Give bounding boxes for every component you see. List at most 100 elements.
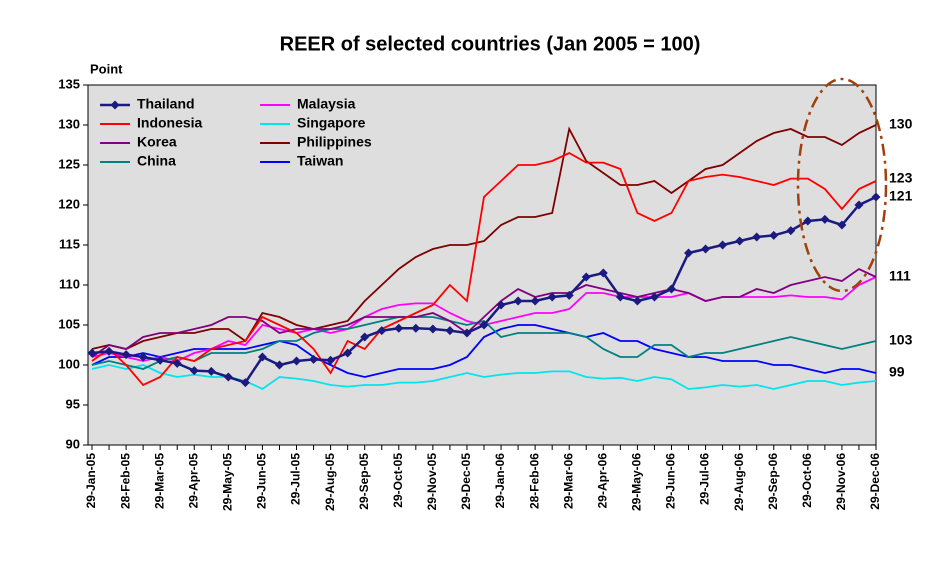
x-tick-label: 29-Apr-06 <box>595 453 609 509</box>
series-line <box>91 124 877 350</box>
legend-label: Korea <box>137 134 177 150</box>
point-marker <box>138 352 148 362</box>
point-marker <box>666 284 676 294</box>
point-marker <box>803 216 813 226</box>
point-marker <box>752 232 762 242</box>
point-marker <box>479 320 489 330</box>
point-marker <box>837 220 847 230</box>
point-marker <box>411 323 421 333</box>
point-marker <box>377 326 387 336</box>
end-label: 123 <box>889 169 913 185</box>
y-tick-label: 135 <box>58 76 80 91</box>
point-marker <box>206 366 216 376</box>
point-marker <box>564 290 574 300</box>
x-tick-label: 28-Feb-05 <box>118 453 132 509</box>
chart-title: REER of selected countries (Jan 2005 = 1… <box>280 33 701 55</box>
series-line <box>91 324 877 378</box>
legend-marker <box>110 100 120 110</box>
x-tick-label: 29-Apr-05 <box>186 453 200 509</box>
point-marker <box>326 355 336 365</box>
point-marker <box>615 292 625 302</box>
x-tick-label: 29-May-06 <box>630 453 644 511</box>
x-tick-label: 28-Feb-06 <box>527 453 541 509</box>
x-tick-label: 29-Aug-06 <box>732 453 746 511</box>
legend-label: Indonesia <box>137 115 203 131</box>
plot <box>87 124 881 391</box>
y-tick-label: 120 <box>58 196 80 211</box>
point-marker <box>769 230 779 240</box>
point-marker <box>343 348 353 358</box>
end-label: 130 <box>889 116 913 132</box>
y-tick-label: 100 <box>58 356 80 371</box>
x-tick-label: 29-Jul-05 <box>289 453 303 505</box>
x-tick-label: 29-Sep-06 <box>766 453 780 510</box>
point-marker <box>257 352 267 362</box>
point-marker <box>121 350 131 360</box>
legend-label: China <box>137 153 176 169</box>
point-marker <box>360 332 370 342</box>
point-marker <box>155 355 165 365</box>
x-tick-label: 29-Oct-05 <box>391 453 405 508</box>
end-label: 99 <box>889 364 905 380</box>
y-tick-label: 125 <box>58 156 80 171</box>
x-tick-label: 29-Sep-05 <box>357 453 371 510</box>
legend-label: Malaysia <box>297 96 356 112</box>
x-tick-label: 29-Mar-05 <box>152 453 166 509</box>
point-marker <box>684 248 694 258</box>
x-tick-label: 29-Jan-05 <box>84 453 98 509</box>
point-marker <box>240 378 250 388</box>
series-line <box>91 267 877 358</box>
point-marker <box>547 292 557 302</box>
y-tick-label: 105 <box>58 316 80 331</box>
x-tick-label: 29-Jun-05 <box>255 453 269 509</box>
y-tick-label: 115 <box>59 236 80 251</box>
highlight-ellipse <box>796 77 888 293</box>
point-marker <box>189 366 199 376</box>
point-marker <box>718 240 728 250</box>
point-marker <box>598 268 608 278</box>
x-tick-label: 29-Aug-05 <box>323 453 337 511</box>
point-marker <box>871 192 881 202</box>
point-marker <box>649 292 659 302</box>
point-marker <box>513 296 523 306</box>
x-tick-label: 29-Mar-06 <box>561 453 575 509</box>
y-tick-label: 130 <box>58 116 80 131</box>
point-marker <box>496 300 506 310</box>
end-label: 111 <box>889 268 911 284</box>
y-tick-label: 95 <box>66 396 80 411</box>
x-tick-label: 29-Dec-06 <box>868 453 882 510</box>
legend-label: Thailand <box>137 96 195 112</box>
y-tick-label: 90 <box>66 436 80 451</box>
x-tick-label: 29-Jun-06 <box>664 453 678 509</box>
x-tick-label: 29-Jul-06 <box>698 453 712 505</box>
legend-label: Singapore <box>297 115 366 131</box>
end-label: 103 <box>889 332 913 348</box>
series-line <box>91 364 877 391</box>
legend-label: Taiwan <box>297 153 343 169</box>
point-marker <box>530 296 540 306</box>
series-line <box>91 151 877 387</box>
point-marker <box>735 236 745 246</box>
x-tick-label: 29-Oct-06 <box>800 453 814 508</box>
y-tick-label: 110 <box>59 276 80 291</box>
legend-label: Philippines <box>297 134 372 150</box>
point-marker <box>445 326 455 336</box>
y-axis-label: Point <box>90 61 123 76</box>
point-marker <box>394 323 404 333</box>
point-marker <box>274 360 284 370</box>
point-marker <box>172 358 182 368</box>
point-marker <box>104 346 114 356</box>
point-marker <box>581 272 591 282</box>
point-marker <box>820 214 830 224</box>
end-label: 121 <box>889 188 913 204</box>
point-marker <box>786 226 796 236</box>
x-tick-label: 29-May-05 <box>221 453 235 511</box>
point-marker <box>701 244 711 254</box>
point-marker <box>428 324 438 334</box>
x-tick-label: 29-Dec-05 <box>459 453 473 510</box>
point-marker <box>309 354 319 364</box>
point-marker <box>854 200 864 210</box>
point-marker <box>292 356 302 366</box>
x-tick-label: 29-Nov-05 <box>425 453 439 511</box>
